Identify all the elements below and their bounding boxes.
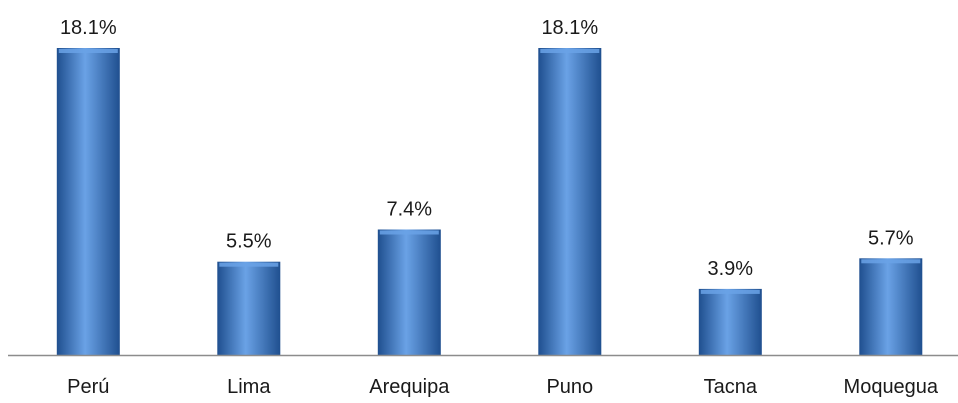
bar-5 bbox=[698, 288, 762, 355]
bar-1-cap bbox=[58, 49, 118, 53]
data-label-1: 18.1% bbox=[60, 17, 117, 39]
bar-3 bbox=[377, 229, 441, 355]
bar-5-cap bbox=[700, 289, 760, 294]
data-label-3: 7.4% bbox=[387, 199, 433, 221]
bar-4-cap bbox=[540, 49, 600, 53]
bar-3-cap bbox=[379, 230, 439, 235]
data-label-2: 5.5% bbox=[226, 231, 272, 253]
bar-6-cap bbox=[861, 259, 921, 264]
x-tick-label-3: Arequipa bbox=[369, 376, 450, 398]
x-tick-label-5: Tacna bbox=[704, 376, 758, 398]
data-labels-group: 18.1% 5.5% 7.4% 18.1% 3.9% 5.7% bbox=[60, 17, 914, 280]
bar-1 bbox=[56, 48, 120, 355]
data-label-6: 5.7% bbox=[868, 227, 914, 249]
x-tick-label-2: Lima bbox=[227, 376, 271, 398]
bar-6 bbox=[859, 258, 923, 355]
x-tick-label-4: Puno bbox=[546, 376, 593, 398]
bar-2 bbox=[217, 261, 281, 355]
x-tick-label-1: Perú bbox=[67, 376, 109, 398]
data-label-4: 18.1% bbox=[541, 17, 598, 39]
bar-4 bbox=[538, 48, 602, 355]
x-tick-labels-group: Perú Lima Arequipa Puno Tacna Moquegua bbox=[67, 376, 939, 398]
bar-2-cap bbox=[219, 262, 279, 267]
x-tick-label-6: Moquegua bbox=[844, 376, 939, 398]
bars-group bbox=[56, 48, 923, 355]
data-label-5: 3.9% bbox=[708, 258, 754, 280]
